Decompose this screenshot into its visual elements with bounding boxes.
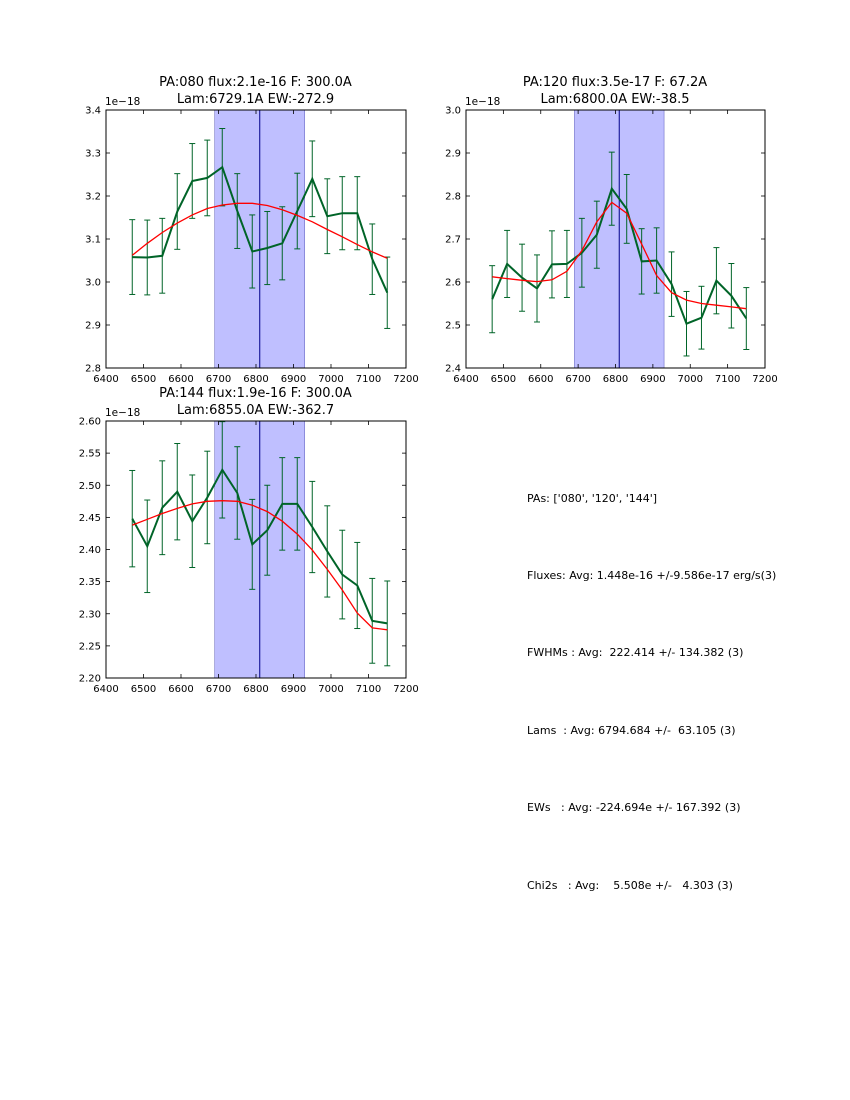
panel-3: 6400 6500 6600 6700 6800 6900 7000 7100 7200 2.20… (79, 386, 419, 695)
y-tick-label: 3.0 (445, 106, 461, 117)
x-tick-label: 6400 (93, 374, 118, 385)
x-tick-label: 6500 (131, 684, 156, 695)
y-multiplier: 1e−18 (465, 96, 500, 108)
y-tick-label: 3.1 (85, 235, 101, 246)
x-tick-label: 6800 (243, 684, 268, 695)
x-tick-label: 6400 (93, 684, 118, 695)
x-tick-label: 7100 (356, 374, 381, 385)
stats-fwhms: FWHMs : Avg: 222.414 +/- 134.382 (3) (527, 646, 744, 660)
x-tick-label: 6800 (603, 374, 628, 385)
y-tick-label: 2.8 (85, 364, 101, 375)
y-tick-label: 2.55 (79, 449, 101, 460)
data-line (132, 165, 389, 294)
y-tick-label: 2.9 (85, 321, 101, 332)
error-bar (129, 219, 136, 295)
fit-line (131, 202, 388, 259)
x-tick-label: 6600 (168, 374, 193, 385)
chart-subtitle: Lam:6855.0A EW:-362.7 (177, 403, 334, 418)
y-multiplier: 1e−18 (105, 96, 140, 108)
error-bar (384, 256, 391, 329)
x-tick-label: 7200 (393, 374, 418, 385)
x-tick-label: 7000 (318, 374, 343, 385)
x-tick-label: 6500 (131, 374, 156, 385)
y-tick-label: 2.50 (79, 481, 101, 492)
x-tick-label: 7000 (678, 374, 703, 385)
error-bar (489, 265, 496, 334)
x-tick-label: 7200 (393, 684, 418, 695)
stats-chi2s: Chi2s : Avg: 5.508e +/- 4.303 (3) (527, 878, 733, 892)
x-tick-label: 6500 (491, 374, 516, 385)
chart-subtitle: Lam:6729.1A EW:-272.9 (177, 92, 334, 107)
y-tick-label: 3.3 (85, 149, 101, 160)
y-tick-label: 2.6 (445, 278, 461, 289)
chart-title: PA:144 flux:1.9e-16 F: 300.0A (159, 386, 352, 401)
y-multiplier: 1e−18 (105, 407, 140, 419)
y-tick-label: 2.30 (79, 609, 101, 620)
y-tick-label: 2.45 (79, 513, 101, 524)
x-tick-label: 7200 (752, 374, 777, 385)
y-tick-label: 3.4 (85, 106, 101, 117)
x-tick-label: 6900 (281, 374, 306, 385)
x-tick-label: 6400 (453, 374, 478, 385)
y-tick-label: 2.9 (445, 149, 461, 160)
data-line (131, 467, 388, 625)
y-tick-label: 2.5 (445, 321, 461, 332)
fit-line (492, 201, 747, 310)
y-tick-label: 2.8 (445, 192, 461, 203)
panel-2: 6400 6500 6600 6700 6800 6900 7000 7100 7200 2.4 2… (445, 75, 778, 385)
error-bar (129, 469, 136, 568)
y-tick-label: 2.35 (79, 577, 101, 588)
x-tick-label: 6900 (281, 684, 306, 695)
x-tick-label: 6600 (528, 374, 553, 385)
chart-title: PA:080 flux:2.1e-16 F: 300.0A (159, 75, 352, 90)
stats-panel: PAs: ['080', '120', '144'] Fluxes: Avg: … (527, 434, 776, 924)
x-tick-label: 7000 (318, 684, 343, 695)
chart-subtitle: Lam:6800.0A EW:-38.5 (540, 92, 689, 107)
x-tick-label: 6700 (206, 684, 231, 695)
x-tick-label: 6800 (243, 374, 268, 385)
stats-ews: EWs : Avg: -224.694e +/- 167.392 (3) (527, 801, 741, 815)
y-tick-label: 2.25 (79, 641, 101, 652)
x-tick-label: 6700 (565, 374, 590, 385)
y-tick-label: 2.20 (79, 674, 101, 685)
x-tick-label: 7100 (715, 374, 740, 385)
data-line (491, 186, 748, 326)
y-tick-label: 2.60 (79, 417, 101, 428)
y-tick-label: 2.40 (79, 545, 101, 556)
y-tick-label: 2.7 (445, 235, 461, 246)
y-tick-label: 3.0 (85, 278, 101, 289)
stats-fluxes: Fluxes: Avg: 1.448e-16 +/-9.586e-17 erg/… (527, 568, 777, 582)
stats-lams: Lams : Avg: 6794.684 +/- 63.105 (3) (527, 723, 736, 737)
stats-pas: PAs: ['080', '120', '144'] (527, 491, 658, 505)
panel-1: 6400 6500 6600 6700 6800 6900 7000 7100 7200 2.8 2… (85, 75, 419, 385)
y-tick-label: 3.2 (85, 192, 101, 203)
error-bar (743, 287, 750, 351)
chart-title: PA:120 flux:3.5e-17 F: 67.2A (523, 75, 707, 90)
y-tick-label: 2.4 (445, 364, 461, 375)
fit-line (132, 500, 388, 631)
x-tick-label: 7100 (356, 684, 381, 695)
x-tick-label: 6900 (640, 374, 665, 385)
x-tick-label: 6700 (206, 374, 231, 385)
x-tick-label: 6600 (168, 684, 193, 695)
